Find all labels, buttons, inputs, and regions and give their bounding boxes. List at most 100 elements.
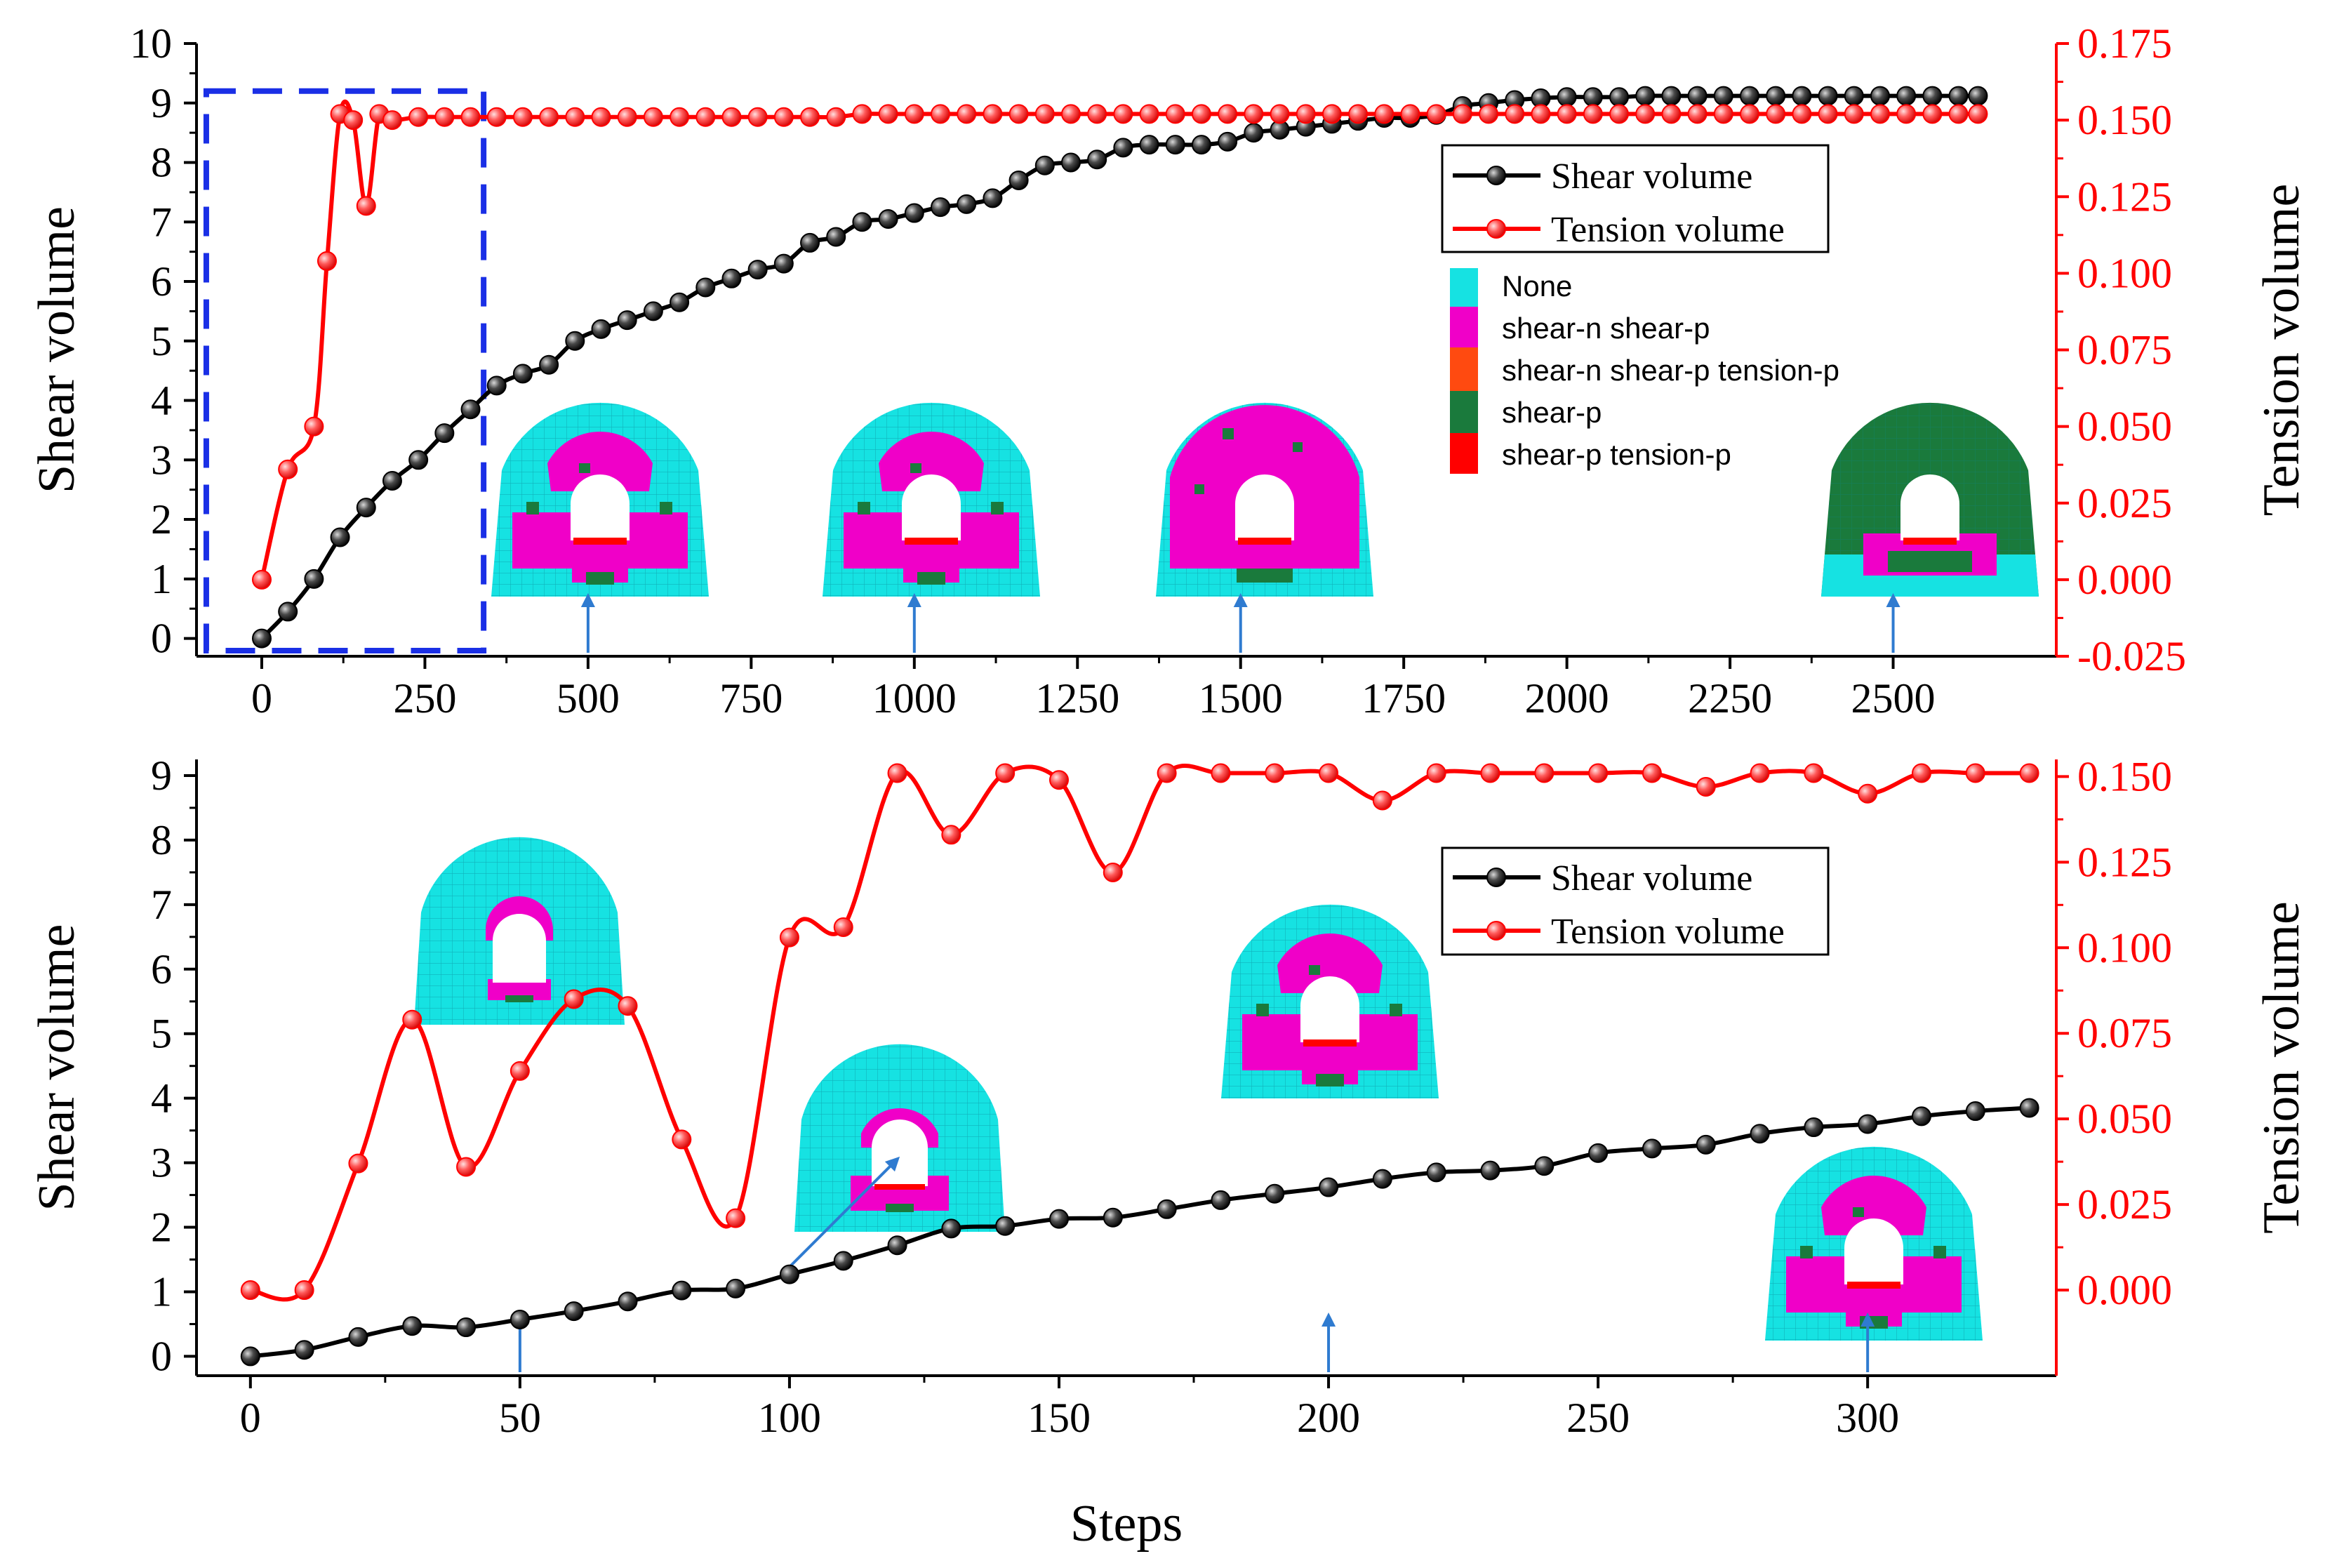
top-highlight-box xyxy=(203,88,487,653)
top-tension-point xyxy=(931,104,950,124)
bottom-xtick-label: 250 xyxy=(1566,1395,1630,1441)
top-shear-point xyxy=(931,197,950,218)
bottom-shear-point xyxy=(456,1317,477,1338)
bottom-shear-point xyxy=(1642,1138,1662,1159)
bottom-tension-point xyxy=(348,1153,368,1174)
top-xtick-label: 2500 xyxy=(1851,675,1936,722)
bottom-legend-shear-label: Shear volume xyxy=(1551,858,1752,898)
bottom-shear-point xyxy=(1480,1160,1500,1181)
top-tension-point xyxy=(1844,104,1864,124)
top-shear-point xyxy=(304,569,324,589)
bottom-tension-point xyxy=(1265,763,1285,783)
bottom-xtick-label: 100 xyxy=(758,1395,821,1441)
bottom-ytick-left-label: 4 xyxy=(151,1075,172,1122)
top-shear-point xyxy=(1609,87,1630,107)
bottom-ytick-left-label: 0 xyxy=(151,1333,172,1379)
bottom-shear-point xyxy=(564,1301,584,1322)
bottom-shear-point xyxy=(510,1310,530,1330)
top-tension-point xyxy=(643,107,663,127)
bottom-tension-point xyxy=(941,825,961,845)
top-tension-point xyxy=(670,107,690,127)
bottom-tension-point xyxy=(510,1061,530,1081)
top-tension-point xyxy=(1531,104,1551,124)
top-tension-point xyxy=(617,107,637,127)
state-swatch-none xyxy=(1450,268,1478,307)
top-tension-point xyxy=(747,107,768,127)
top-tension-point xyxy=(904,104,924,124)
bottom-shear-point xyxy=(1157,1199,1177,1219)
bottom-tension-point xyxy=(1426,763,1446,783)
top-tension-point xyxy=(957,104,977,124)
bottom-axes: 0 50 100 150 200 250 300 0 1 2 3 4 5 6 7 8 9 0.000 0.025 0.… xyxy=(28,752,2310,1553)
top-shear-point xyxy=(539,354,559,375)
top-xtick-label: 0 xyxy=(251,675,272,722)
top-shear-point xyxy=(1896,86,1917,106)
top-shear-point xyxy=(460,399,481,420)
bottom-shear-point xyxy=(726,1278,746,1298)
top-tension-point xyxy=(1661,104,1682,124)
bottom-shear-point xyxy=(2019,1098,2039,1118)
top-shear-point xyxy=(670,292,690,312)
bottom-tension-point xyxy=(1534,763,1555,783)
top-ytick-left-label: 10 xyxy=(130,20,172,67)
top-tension-point xyxy=(1139,104,1159,124)
bottom-tension-point xyxy=(726,1208,746,1228)
top-shear-point xyxy=(617,310,637,331)
top-shear-point xyxy=(251,628,272,649)
bottom-tension-point xyxy=(564,989,584,1009)
top-xtick-label: 1000 xyxy=(872,675,957,722)
top-shear-point xyxy=(1661,86,1682,106)
bottom-tension-point xyxy=(1480,763,1500,783)
top-tension-point xyxy=(1400,104,1420,124)
state-label-shear-n-shear-p: shear-n shear-p xyxy=(1502,312,1710,345)
top-xtick-label: 2000 xyxy=(1525,675,1609,722)
bottom-tension-point xyxy=(1319,763,1339,783)
top-tension-point xyxy=(1557,104,1577,124)
top-tension-point xyxy=(1165,104,1185,124)
bottom-shear-point xyxy=(1588,1143,1609,1163)
top-shear-point xyxy=(1739,86,1759,106)
top-tension-point xyxy=(1713,104,1733,124)
top-ytick-left-label: 3 xyxy=(151,437,172,483)
top-ytick-right-label: 0.025 xyxy=(2077,480,2172,526)
bottom-xlabel: Steps xyxy=(1070,1495,1183,1553)
bottom-snapshot-4 xyxy=(1765,1146,1983,1341)
bottom-legend-tension-label: Tension volume xyxy=(1551,912,1785,952)
bottom-ytick-left-label: 1 xyxy=(151,1268,172,1315)
top-tension-point xyxy=(1609,104,1630,124)
top-tension-point xyxy=(304,416,324,437)
bottom-ytick-right-label: 0.125 xyxy=(2077,839,2172,885)
bottom-tension-point xyxy=(995,763,1016,783)
state-label-none: None xyxy=(1502,270,1572,303)
bottom-shear-point xyxy=(402,1316,422,1336)
bottom-tension-point xyxy=(1965,763,1985,783)
top-shear-point xyxy=(408,450,429,470)
state-swatch-shear-p xyxy=(1450,391,1478,433)
top-series xyxy=(251,86,1988,649)
top-legend: Shear volume Tension volume xyxy=(1441,144,1830,253)
top-tension-point xyxy=(539,107,559,127)
bottom-tension-point xyxy=(456,1157,477,1177)
top-ytick-right-label: -0.025 xyxy=(2077,633,2186,679)
bottom-shear-point xyxy=(1211,1190,1231,1210)
top-tension-point xyxy=(1191,104,1211,124)
bottom-tension-point xyxy=(1157,763,1177,783)
top-tension-point xyxy=(1479,104,1499,124)
bottom-legend-shear-marker xyxy=(1486,868,1506,887)
top-tension-point xyxy=(460,107,481,127)
top-shear-point xyxy=(826,227,846,247)
top-shear-point xyxy=(721,268,742,288)
bottom-shear-point xyxy=(348,1327,368,1347)
top-tension-point xyxy=(878,104,898,124)
top-tension-point xyxy=(983,104,1003,124)
top-ytick-right-label: 0.100 xyxy=(2077,250,2172,296)
top-ytick-right-label: 0.150 xyxy=(2077,97,2172,143)
top-ylabel-right: Tension volume xyxy=(2253,184,2310,517)
bottom-tension-point xyxy=(833,917,853,938)
top-ytick-left-label: 1 xyxy=(151,556,172,602)
top-xtick-label: 1250 xyxy=(1035,675,1119,722)
bottom-tension-point xyxy=(618,996,638,1016)
top-shear-point xyxy=(1844,86,1864,106)
top-shear-point xyxy=(565,331,585,351)
top-snapshot-2500 xyxy=(1821,402,2039,597)
